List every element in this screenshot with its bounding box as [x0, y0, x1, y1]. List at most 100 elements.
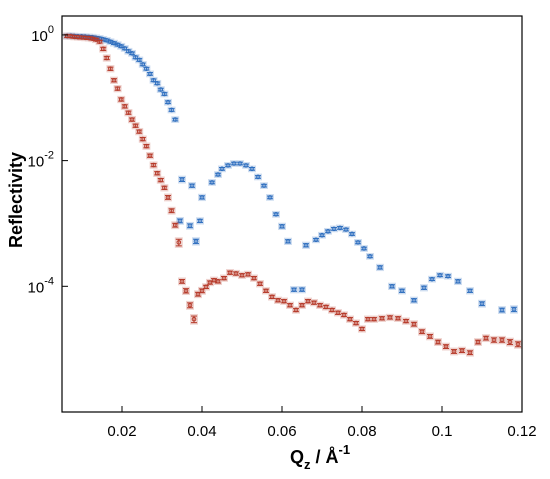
data-point	[507, 339, 513, 346]
data-point	[281, 298, 287, 304]
data-point	[147, 71, 153, 77]
data-point	[499, 337, 505, 343]
series-2	[63, 32, 522, 357]
data-point	[359, 326, 365, 332]
data-point	[399, 288, 405, 294]
data-point	[157, 177, 164, 183]
data-point	[343, 227, 349, 232]
data-point	[511, 306, 517, 313]
marker	[129, 50, 135, 56]
marker	[129, 117, 135, 122]
data-point	[209, 180, 215, 185]
marker	[231, 161, 237, 166]
data-point	[515, 341, 521, 348]
marker	[353, 320, 359, 326]
marker	[133, 123, 138, 128]
marker	[93, 37, 99, 42]
data-point	[129, 117, 135, 122]
data-point	[475, 339, 481, 345]
marker	[172, 117, 178, 122]
data-point	[172, 117, 179, 122]
data-point	[267, 195, 273, 200]
marker	[281, 298, 287, 304]
marker	[133, 55, 138, 60]
data-point	[187, 223, 193, 229]
data-point	[175, 238, 182, 247]
data-point	[111, 77, 117, 83]
data-point	[261, 183, 267, 188]
data-point	[311, 300, 317, 305]
marker	[215, 279, 221, 284]
data-point	[451, 349, 457, 354]
data-point	[168, 208, 175, 214]
marker	[255, 174, 261, 180]
data-point	[136, 129, 143, 134]
marker	[257, 281, 263, 287]
data-point	[107, 66, 114, 72]
marker	[335, 310, 341, 316]
data-point	[139, 62, 146, 67]
data-point	[179, 278, 185, 284]
data-point	[96, 39, 103, 45]
marker	[303, 242, 309, 248]
data-point	[103, 55, 110, 61]
marker	[122, 46, 128, 51]
marker	[313, 237, 319, 243]
data-point	[317, 302, 323, 308]
marker	[140, 62, 146, 67]
data-point	[215, 279, 221, 284]
x-axis-title-subscript: z	[304, 457, 311, 472]
marker	[100, 46, 106, 52]
data-point	[197, 218, 203, 224]
marker	[359, 326, 365, 332]
data-point	[221, 275, 227, 281]
marker	[421, 285, 427, 291]
x-tick-label: 0.1	[432, 423, 453, 440]
data-point	[147, 153, 153, 158]
data-point	[467, 288, 473, 294]
data-point	[187, 302, 193, 309]
x-tick-label: 0.12	[507, 423, 536, 440]
data-point	[459, 348, 465, 354]
marker	[299, 302, 305, 308]
marker	[429, 276, 435, 282]
marker	[118, 43, 124, 49]
marker	[437, 272, 443, 278]
data-point	[285, 239, 291, 244]
marker	[389, 284, 395, 289]
marker	[365, 316, 371, 322]
data-point	[154, 80, 161, 86]
plot-frame	[61, 15, 523, 413]
marker	[467, 288, 473, 294]
marker	[215, 172, 221, 177]
marker	[399, 288, 405, 294]
marker	[115, 86, 120, 91]
marker	[455, 279, 461, 284]
data-point	[419, 329, 425, 335]
marker	[179, 177, 185, 182]
marker	[515, 341, 521, 347]
data-points	[63, 32, 522, 357]
data-point	[445, 273, 451, 279]
marker	[165, 99, 171, 105]
data-point	[143, 143, 150, 149]
marker	[126, 110, 131, 115]
marker	[193, 239, 199, 244]
data-point	[403, 318, 409, 324]
data-point	[275, 297, 281, 303]
marker	[459, 348, 465, 353]
marker	[337, 225, 343, 231]
data-point	[179, 177, 185, 183]
marker	[237, 161, 243, 166]
data-point	[132, 55, 139, 60]
marker	[151, 162, 156, 168]
marker	[467, 350, 473, 355]
data-point	[183, 288, 189, 294]
data-point	[323, 304, 329, 310]
data-point	[121, 104, 128, 109]
data-point	[263, 288, 269, 294]
marker	[108, 66, 113, 72]
data-point	[443, 344, 449, 350]
marker	[379, 315, 385, 321]
marker	[187, 302, 193, 308]
